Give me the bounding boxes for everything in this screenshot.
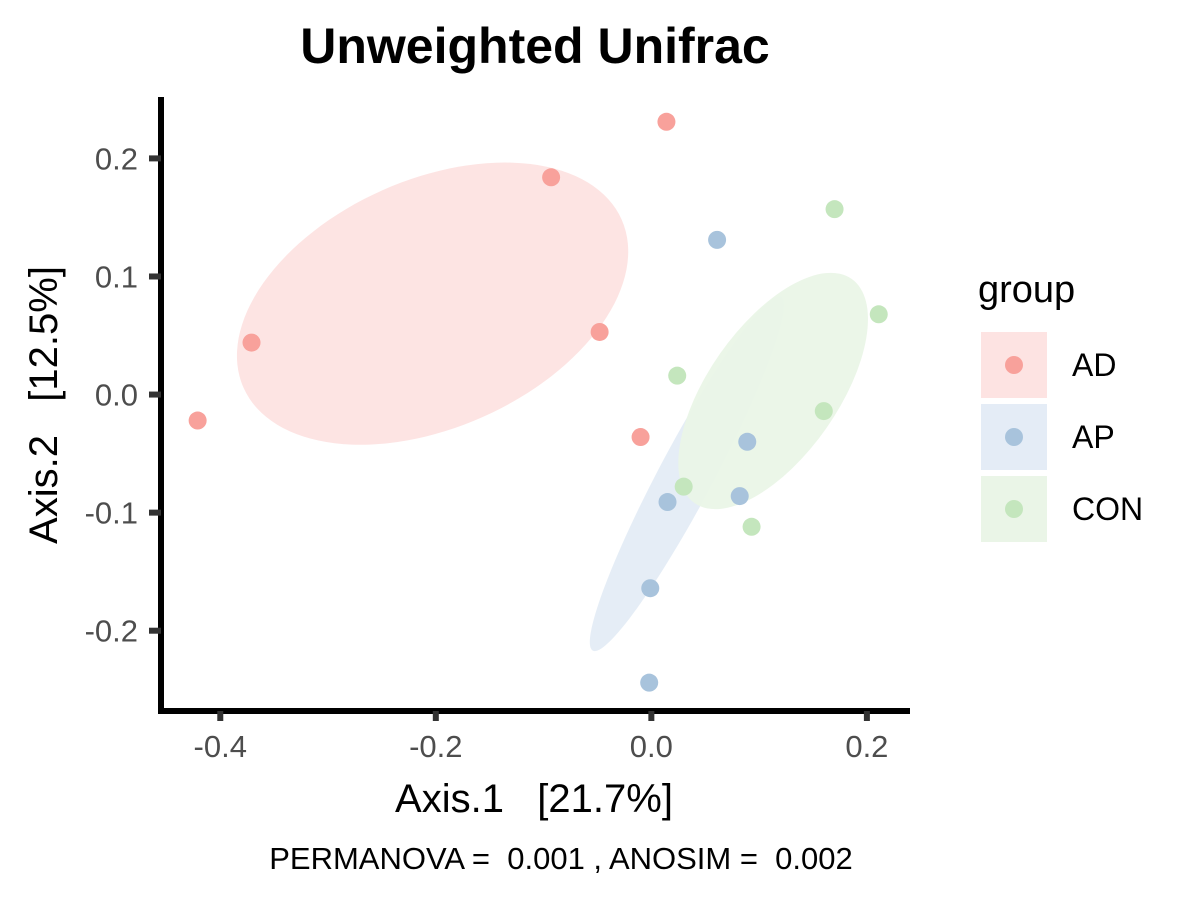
point-ad — [590, 322, 609, 341]
legend-label-con: CON — [1072, 491, 1143, 527]
point-con — [869, 305, 888, 324]
point-ap — [640, 673, 659, 692]
data-points — [188, 112, 888, 692]
legend-label-ad: AD — [1072, 347, 1116, 383]
y-tick-label: 0.1 — [95, 259, 138, 294]
point-ap — [730, 487, 749, 506]
point-con — [668, 366, 687, 385]
y-tick-label: 0.2 — [95, 141, 138, 176]
legend-marker-ad — [1005, 356, 1023, 374]
ellipse-con — [678, 272, 868, 510]
point-ap — [641, 579, 660, 598]
legend-title: group — [978, 269, 1075, 311]
chart-title: Unweighted Unifrac — [300, 18, 769, 74]
point-con — [742, 517, 761, 536]
point-con — [825, 200, 844, 219]
x-tick-label: 0.2 — [845, 729, 888, 764]
ellipse-ad — [236, 162, 629, 445]
point-ap — [738, 432, 757, 451]
axes — [158, 97, 910, 714]
point-ad — [188, 411, 207, 430]
y-axis-ticks: -0.2 -0.1 0.0 0.1 0.2 — [85, 141, 161, 649]
confidence-ellipses — [236, 162, 868, 652]
point-ad — [631, 428, 650, 447]
legend-marker-ap — [1005, 428, 1023, 446]
y-tick-label: 0.0 — [95, 378, 138, 413]
x-axis-label: Axis.1 [21.7%] — [395, 777, 673, 821]
x-tick-label: -0.4 — [194, 729, 247, 764]
stats-caption: PERMANOVA = 0.001 , ANOSIM = 0.002 — [269, 841, 853, 876]
point-con — [814, 402, 833, 421]
point-ap — [708, 230, 727, 249]
y-axis-label: Axis.2 [12.5%] — [22, 266, 66, 544]
x-tick-label: -0.2 — [409, 729, 462, 764]
legend: group AD AP CON — [978, 269, 1143, 542]
legend-marker-con — [1005, 500, 1023, 518]
y-tick-label: -0.1 — [85, 496, 138, 531]
x-axis-ticks: -0.4 -0.2 0.0 0.2 — [194, 711, 888, 764]
point-ad — [242, 333, 261, 352]
legend-label-ap: AP — [1072, 419, 1115, 455]
point-ad — [657, 112, 676, 131]
point-ad — [542, 168, 561, 187]
y-tick-label: -0.2 — [85, 614, 138, 649]
point-con — [674, 477, 693, 496]
x-tick-label: 0.0 — [630, 729, 673, 764]
point-ap — [658, 493, 677, 512]
